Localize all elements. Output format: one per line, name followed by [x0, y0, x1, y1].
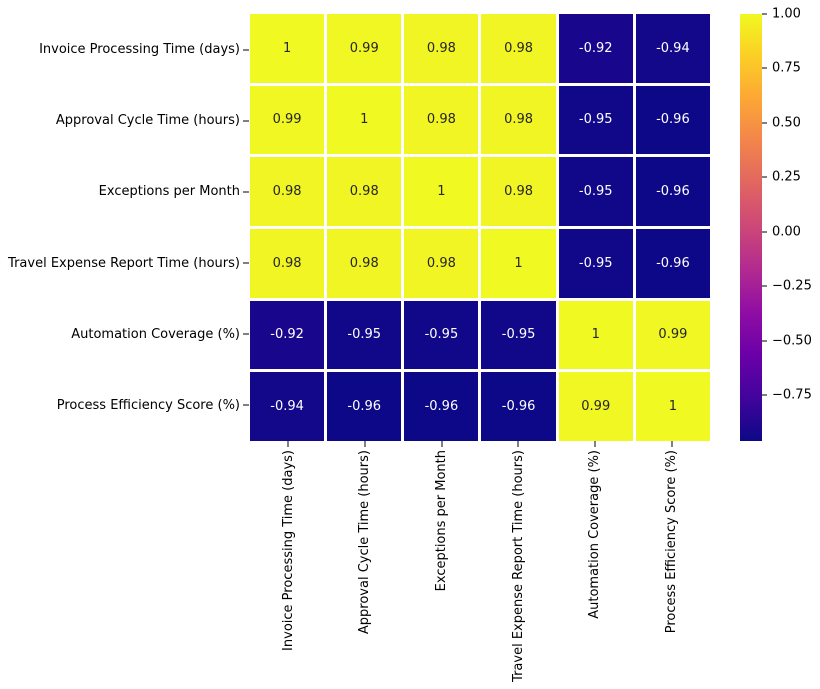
y-axis-label: Travel Expense Report Time (hours) — [8, 255, 240, 271]
heatmap-cell: 0.98 — [250, 228, 325, 298]
heatmap-cell: -0.96 — [635, 228, 710, 298]
heatmap-cell: -0.95 — [558, 85, 633, 155]
heatmap-cell: 1 — [481, 228, 556, 298]
heatmap-cell: -0.94 — [635, 14, 710, 83]
heatmap-cell: -0.94 — [250, 372, 325, 441]
x-axis-label: Exceptions per Month — [434, 450, 450, 592]
colorbar-tick-label: 0.00 — [772, 224, 801, 240]
y-tick-mark — [243, 191, 249, 193]
heatmap-cell: 1 — [404, 157, 479, 226]
colorbar-tick-mark — [762, 176, 767, 178]
y-tick-mark — [243, 120, 249, 122]
y-tick-mark — [243, 262, 249, 264]
x-axis-ticks — [250, 441, 710, 447]
x-axis-label: Process Efficiency Score (%) — [664, 450, 680, 634]
colorbar-tick-label: −0.25 — [772, 278, 812, 294]
heatmap-cell: 1 — [250, 14, 325, 83]
x-tick-mark — [594, 441, 596, 447]
heatmap-grid: 1 0.99 0.98 0.98 -0.92 -0.94 0.99 1 0.98 0.98 -0.9… — [250, 14, 710, 441]
x-tick-mark — [517, 441, 519, 447]
colorbar-tick-label: −0.75 — [772, 387, 812, 403]
colorbar-ticks: 1.00 0.75 0.50 0.25 0.00 −0.25 −0.50 −0.75 — [762, 7, 820, 441]
colorbar-tick-mark — [762, 67, 767, 69]
x-axis-label: Approval Cycle Time (hours) — [357, 450, 373, 635]
heatmap-cell: 0.98 — [327, 228, 402, 298]
colorbar-tick-label: 0.25 — [772, 169, 801, 185]
colorbar-tick-mark — [762, 13, 767, 15]
heatmap-cell: -0.95 — [558, 228, 633, 298]
x-axis-labels: Invoice Processing Time (days) Approval C… — [250, 450, 710, 689]
heatmap-cell: 0.99 — [327, 14, 402, 83]
heatmap-cell: 0.98 — [327, 157, 402, 226]
heatmap-cell: -0.92 — [558, 14, 633, 83]
heatmap-cell: -0.96 — [635, 85, 710, 155]
heatmap-cell: 0.98 — [481, 157, 556, 226]
heatmap-cell: -0.96 — [481, 372, 556, 441]
heatmap-cell: -0.95 — [327, 300, 402, 370]
heatmap-cell: 0.98 — [481, 85, 556, 155]
y-axis-label: Invoice Processing Time (days) — [39, 42, 240, 58]
colorbar-tick-label: 1.00 — [772, 6, 801, 22]
heatmap-cell: -0.92 — [250, 300, 325, 370]
heatmap-cell: -0.96 — [404, 372, 479, 441]
colorbar-tick-mark — [762, 231, 767, 233]
heatmap-cell: 0.98 — [481, 14, 556, 83]
heatmap-cell: 0.99 — [250, 85, 325, 155]
colorbar-tick-mark — [762, 394, 767, 396]
colorbar-tick-label: 0.75 — [772, 60, 801, 76]
heatmap-cell: 0.99 — [558, 372, 633, 441]
heatmap-cell: 0.98 — [404, 14, 479, 83]
heatmap-cell: 1 — [635, 372, 710, 441]
x-tick-mark — [441, 441, 443, 447]
x-tick-mark — [671, 441, 673, 447]
heatmap-cell: -0.95 — [481, 300, 556, 370]
y-axis-label: Approval Cycle Time (hours) — [55, 113, 240, 129]
heatmap-cell: 1 — [558, 300, 633, 370]
colorbar-tick-label: 0.50 — [772, 115, 801, 131]
heatmap-cell: 0.98 — [250, 157, 325, 226]
colorbar-tick-label: −0.50 — [772, 333, 812, 349]
y-tick-mark — [243, 49, 249, 51]
y-axis-label: Process Efficiency Score (%) — [56, 397, 240, 413]
y-tick-mark — [243, 333, 249, 335]
heatmap-cell: 0.99 — [635, 300, 710, 370]
y-axis-label: Exceptions per Month — [98, 184, 240, 200]
heatmap-cell: -0.95 — [558, 157, 633, 226]
heatmap-cell: 1 — [327, 85, 402, 155]
y-axis-labels: Invoice Processing Time (days) Approval C… — [0, 14, 240, 441]
y-axis-ticks — [243, 14, 249, 441]
colorbar-tick-mark — [762, 285, 767, 287]
colorbar-tick-mark — [762, 340, 767, 342]
heatmap-cell: 0.98 — [404, 85, 479, 155]
x-tick-mark — [364, 441, 366, 447]
x-axis-label: Automation Coverage (%) — [587, 450, 603, 619]
heatmap-cell: -0.95 — [404, 300, 479, 370]
x-axis-label: Invoice Processing Time (days) — [280, 450, 296, 651]
colorbar-tick-mark — [762, 122, 767, 124]
y-axis-label: Automation Coverage (%) — [71, 326, 240, 342]
heatmap-cell: 0.98 — [404, 228, 479, 298]
heatmap-cell: -0.96 — [327, 372, 402, 441]
colorbar-gradient — [740, 14, 762, 441]
x-axis-label: Travel Expense Report Time (hours) — [510, 450, 526, 682]
x-tick-mark — [287, 441, 289, 447]
y-tick-mark — [243, 404, 249, 406]
heatmap-cell: -0.96 — [635, 157, 710, 226]
